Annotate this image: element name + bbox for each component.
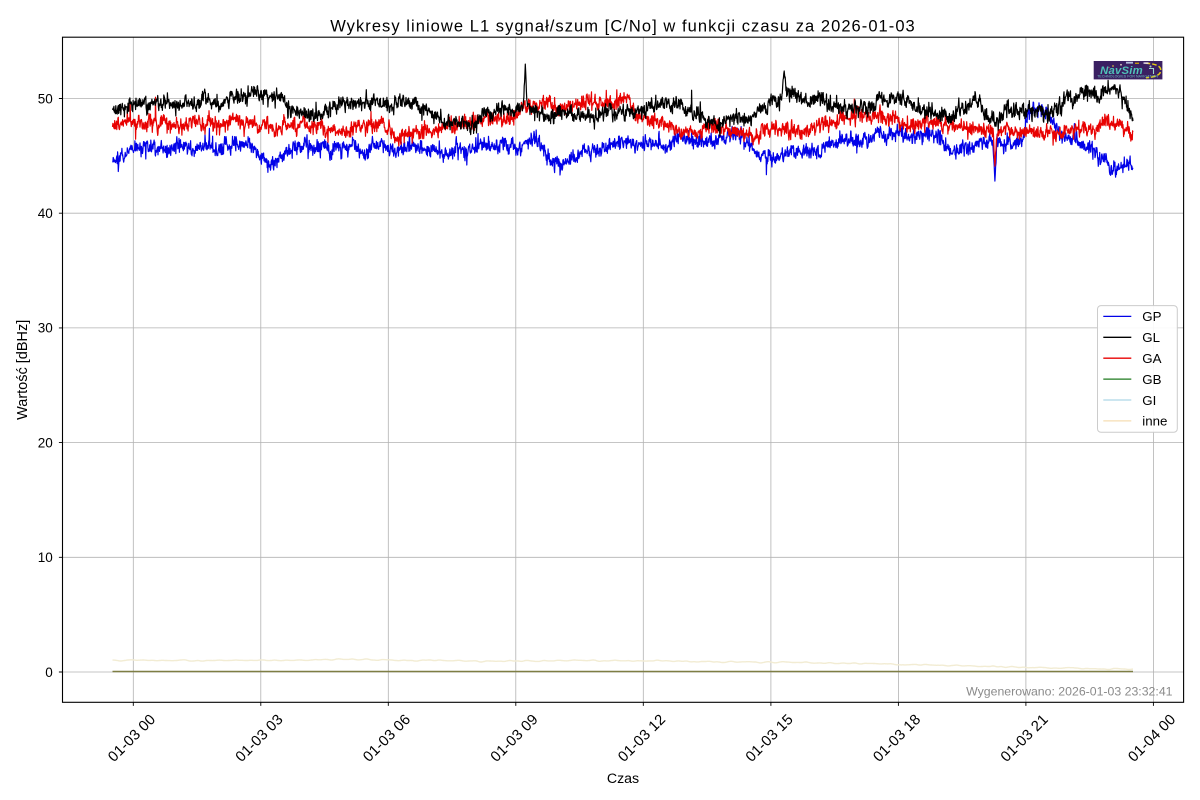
svg-text:Wygenerowano: 2026-01-03 23:32: Wygenerowano: 2026-01-03 23:32:41 [966,685,1173,699]
svg-text:50: 50 [38,91,53,106]
svg-text:10: 10 [38,550,53,565]
svg-text:0: 0 [45,665,53,680]
svg-text:Wartość [dBHz]: Wartość [dBHz] [15,320,31,420]
svg-text:NavSim: NavSim [1100,65,1143,77]
svg-text:20: 20 [38,435,53,450]
svg-text:TECHNOLOGIES FOR NAVIGATION: TECHNOLOGIES FOR NAVIGATION [1097,75,1158,79]
svg-text:GP: GP [1142,309,1161,324]
svg-text:30: 30 [38,321,53,336]
svg-text:40: 40 [38,206,53,221]
svg-text:GA: GA [1142,351,1161,366]
svg-text:Wykresy liniowe L1 sygnał/szum: Wykresy liniowe L1 sygnał/szum [C/No] w … [330,18,916,36]
svg-text:GL: GL [1142,330,1160,345]
svg-text:inne: inne [1142,414,1167,429]
svg-text:Czas: Czas [607,771,639,787]
svg-text:GI: GI [1142,393,1156,408]
svg-text:GB: GB [1142,372,1161,387]
